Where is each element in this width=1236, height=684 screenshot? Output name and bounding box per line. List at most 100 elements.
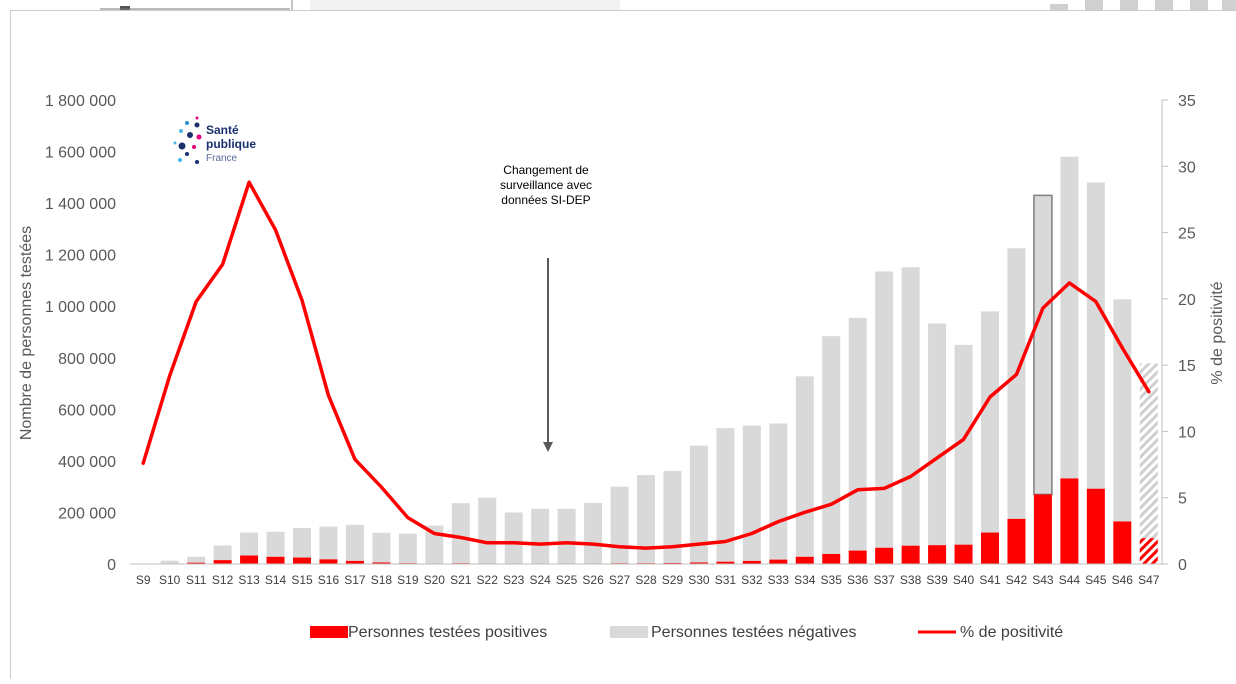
bar-negative	[558, 509, 576, 564]
x-tick-label: S21	[450, 573, 472, 587]
x-tick-label: S18	[371, 573, 393, 587]
y2-tick-label: 25	[1178, 226, 1196, 243]
bar-negative	[478, 498, 496, 564]
x-tick-label: S17	[344, 573, 366, 587]
bar-positive	[981, 533, 999, 564]
x-tick-label: S30	[688, 573, 710, 587]
bar-negative	[796, 376, 814, 556]
x-tick-label: S9	[136, 573, 151, 587]
legend: Personnes testées positives Personnes te…	[310, 624, 1063, 641]
x-tick-label: S47	[1138, 573, 1160, 587]
legend-label-positive: Personnes testées positives	[348, 624, 547, 641]
y2-tick-label: 20	[1178, 292, 1196, 309]
y-tick-label: 400 000	[58, 454, 116, 471]
x-tick-label: S23	[503, 573, 525, 587]
logo-line-3: France	[206, 153, 238, 164]
bar-positive	[875, 548, 893, 564]
bar-negative	[743, 426, 761, 561]
x-tick-label: S31	[715, 573, 737, 587]
bar-negative	[1113, 299, 1131, 521]
logo-line-2: publique	[206, 137, 256, 151]
x-tick-label: S26	[582, 573, 604, 587]
x-tick-label: S19	[397, 573, 419, 587]
sante-publique-logo: Santé publique France	[174, 117, 257, 165]
bar-positive	[293, 558, 311, 564]
x-tick-label: S38	[900, 573, 922, 587]
x-tick-label: S16	[318, 573, 340, 587]
x-tick-label: S28	[635, 573, 657, 587]
legend-swatch-positive	[310, 626, 348, 638]
annotation-line-3: données SI-DEP	[501, 193, 590, 207]
y-tick-label: 1 600 000	[45, 145, 116, 162]
bar-negative	[1007, 248, 1025, 519]
bar-positive	[1113, 521, 1131, 564]
bar-negative	[928, 323, 946, 545]
bar-negative	[849, 318, 867, 551]
logo-dots-icon	[174, 117, 202, 165]
x-tick-label: S35	[821, 573, 843, 587]
annotation-line-1: Changement de	[503, 163, 589, 177]
x-tick-label: S41	[979, 573, 1001, 587]
bar-negative	[1060, 157, 1078, 479]
bar-negative	[161, 561, 179, 564]
bar-negative	[214, 545, 232, 560]
x-tick-label: S36	[847, 573, 869, 587]
bar-negative	[319, 527, 337, 560]
bar-negative	[981, 311, 999, 532]
bar-negative	[902, 267, 920, 545]
y2-tick-label: 15	[1178, 358, 1196, 375]
bar-negative	[452, 503, 470, 563]
bar-positive	[214, 560, 232, 564]
y-tick-label: 0	[107, 557, 116, 574]
y-tick-label: 600 000	[58, 402, 116, 419]
bar-positive	[1140, 538, 1158, 564]
x-tick-label: S25	[556, 573, 578, 587]
bar-negative	[372, 533, 390, 563]
annotation-arrow-head	[543, 442, 553, 452]
legend-label-positivity: % de positivité	[960, 624, 1063, 641]
x-tick-label: S11	[186, 573, 207, 587]
x-tick-label: S27	[609, 573, 631, 587]
y-tick-label: 1 800 000	[45, 93, 116, 110]
x-tick-label: S45	[1085, 573, 1107, 587]
bar-positive	[1087, 489, 1105, 564]
bar-negative	[531, 509, 549, 564]
x-tick-label: S10	[159, 573, 181, 587]
y2-tick-label: 30	[1178, 159, 1196, 176]
y-tick-label: 1 000 000	[45, 299, 116, 316]
bar-positive	[319, 559, 337, 564]
annotation-line-2: surveillance avec	[500, 178, 592, 192]
x-tick-label: S20	[424, 573, 446, 587]
bar-negative	[663, 471, 681, 563]
x-tick-label: S13	[238, 573, 260, 587]
logo-line-1: Santé	[206, 123, 239, 137]
bar-negative	[505, 512, 523, 563]
y2-tick-label: 0	[1178, 557, 1187, 574]
bar-positive	[902, 546, 920, 564]
bar-positive	[928, 545, 946, 564]
bar-negative	[187, 557, 205, 563]
bars-layer	[161, 157, 1158, 564]
bar-positive	[1007, 519, 1025, 564]
bar-positive	[1034, 494, 1052, 564]
bar-negative	[267, 532, 285, 557]
x-tick-label: S22	[477, 573, 499, 587]
bar-negative	[584, 503, 602, 564]
x-tick-label: S39	[926, 573, 948, 587]
x-tick-label: S12	[212, 573, 234, 587]
header-box	[310, 0, 620, 10]
bar-positive	[822, 554, 840, 564]
bar-positive	[796, 557, 814, 564]
bar-negative	[240, 533, 258, 556]
x-tick-label: S34	[794, 573, 816, 587]
y-tick-label: 800 000	[58, 351, 116, 368]
bar-negative	[611, 487, 629, 564]
y-axis-title: Nombre de personnes testées	[18, 226, 35, 440]
bar-negative	[1087, 182, 1105, 488]
y-tick-label: 1 400 000	[45, 196, 116, 213]
bar-positive	[769, 560, 787, 564]
bar-negative	[822, 336, 840, 554]
bar-negative	[293, 528, 311, 558]
x-tick-label: S44	[1059, 573, 1081, 587]
